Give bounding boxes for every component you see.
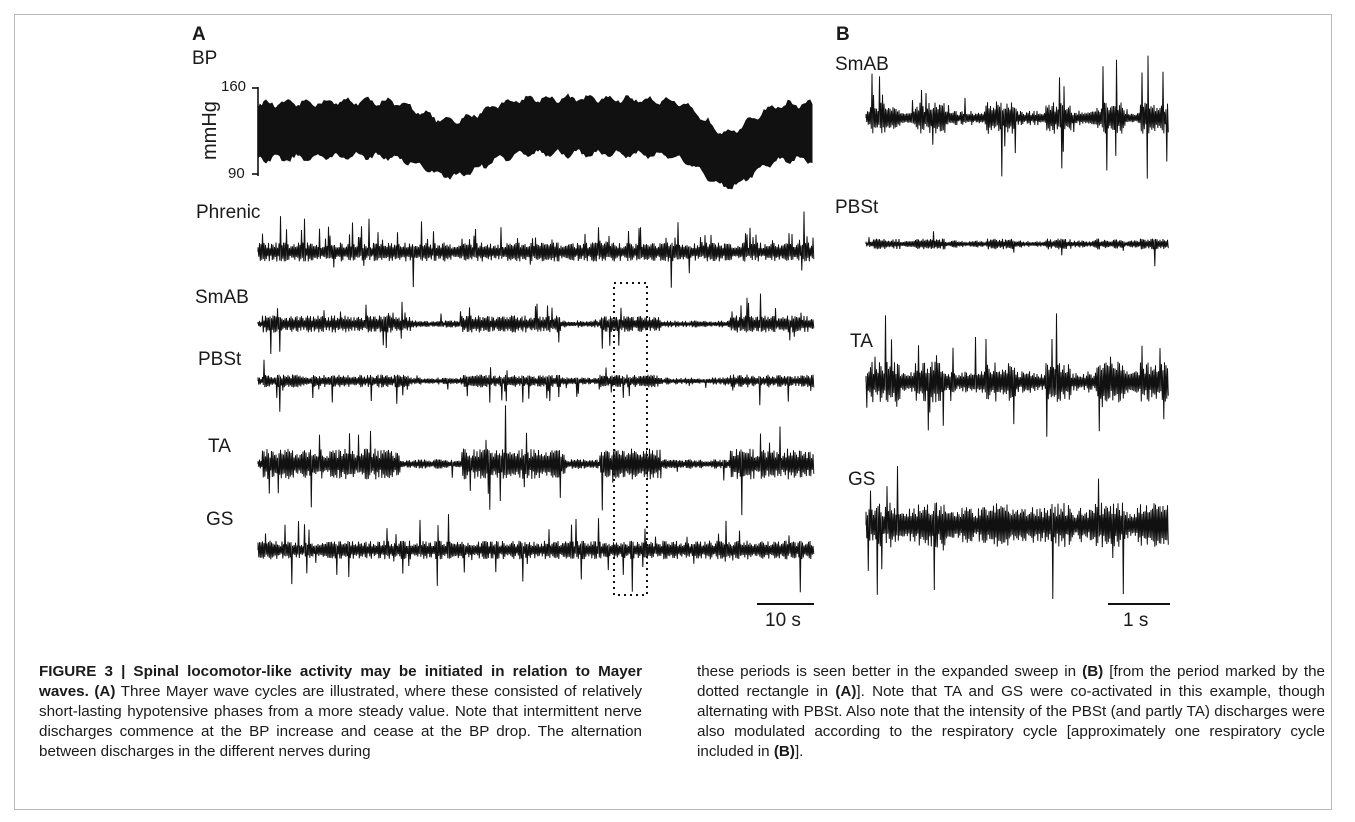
- bp-axis: [252, 87, 259, 176]
- bp-unit-label: mmHg: [199, 101, 221, 160]
- caption-right-text-2: [from the period marked by the dotted re…: [697, 663, 1325, 701]
- caption-label: FIGURE 3 | Spinal locomotor-like activit…: [39, 663, 642, 701]
- bp-tick-160: 160: [221, 78, 247, 95]
- panel-a-label: A: [192, 24, 206, 45]
- trace-gs-b: [865, 466, 1169, 600]
- trace-label-pbst-a: PBSt: [198, 349, 242, 370]
- figure-frame: [14, 14, 1332, 810]
- figure-traces: [252, 55, 1170, 605]
- caption-ref-b1: (B): [1082, 663, 1104, 680]
- caption-right-column: these periods is seen better in the expa…: [697, 662, 1325, 762]
- trace-gs-a: [257, 514, 815, 593]
- trace-pbst-b: [865, 231, 1169, 267]
- trace-smab-b: [865, 55, 1169, 179]
- scale-label-a: 10 s: [765, 610, 801, 631]
- trace-label-ta-b: TA: [850, 331, 873, 352]
- trace-label-gs-b: GS: [848, 469, 876, 490]
- caption-ref-a2: (A): [835, 683, 857, 701]
- caption-right-text-1: these periods is seen better in the expa…: [697, 663, 1077, 680]
- trace-smab-a: [257, 293, 815, 355]
- trace-pbst-a: [257, 359, 815, 412]
- dotted-rectangle: [613, 282, 648, 596]
- trace-ta-b: [865, 313, 1169, 437]
- caption-right-text-4: ].: [794, 743, 804, 761]
- trace-label-bp: BP: [192, 48, 218, 69]
- panel-b-label: B: [836, 24, 850, 45]
- trace-label-pbst-b: PBSt: [835, 197, 879, 218]
- trace-label-smab-a: SmAB: [195, 287, 249, 308]
- bp-tick-90: 90: [228, 165, 245, 182]
- trace-label-phrenic: Phrenic: [196, 202, 261, 223]
- trace-label-ta-a: TA: [208, 436, 231, 457]
- trace-label-smab-b: SmAB: [835, 54, 889, 75]
- caption-left-text: Three Mayer wave cycles are illustrated,…: [39, 683, 642, 761]
- caption-right-text-3: ]. Note that TA and GS were co-activated…: [697, 683, 1325, 761]
- caption-ref-a: (A): [94, 683, 116, 701]
- trace-bp: [257, 93, 813, 190]
- trace-ta-a: [257, 405, 815, 516]
- trace-label-gs-a: GS: [206, 509, 234, 530]
- scale-label-b: 1 s: [1123, 610, 1149, 631]
- caption-ref-b2: (B): [773, 743, 795, 761]
- caption-left-column: FIGURE 3 | Spinal locomotor-like activit…: [39, 662, 642, 762]
- trace-phrenic: [257, 211, 815, 288]
